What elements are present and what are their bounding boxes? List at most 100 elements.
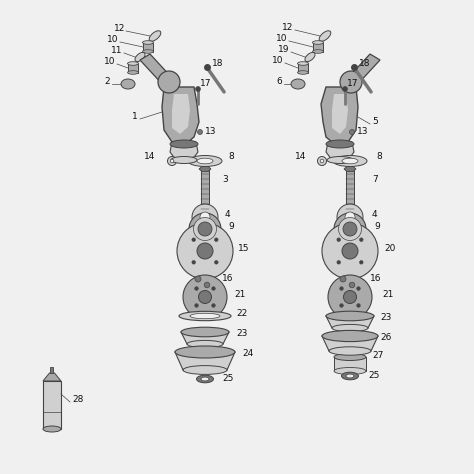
Text: 18: 18 <box>359 59 371 68</box>
Bar <box>298 64 308 73</box>
Circle shape <box>344 291 356 303</box>
Circle shape <box>183 275 227 319</box>
Polygon shape <box>140 54 174 86</box>
Ellipse shape <box>149 31 161 41</box>
Bar <box>128 64 138 73</box>
Circle shape <box>197 243 213 259</box>
Ellipse shape <box>158 71 180 93</box>
Circle shape <box>195 287 198 290</box>
Text: 6: 6 <box>276 77 282 86</box>
Ellipse shape <box>171 156 197 164</box>
Text: 10: 10 <box>275 34 287 43</box>
Ellipse shape <box>322 330 378 342</box>
Text: 4: 4 <box>225 210 231 219</box>
Ellipse shape <box>312 41 323 44</box>
Ellipse shape <box>175 346 235 358</box>
Ellipse shape <box>43 426 61 432</box>
Text: 18: 18 <box>212 59 224 68</box>
Ellipse shape <box>340 71 362 93</box>
Text: 27: 27 <box>372 351 383 360</box>
Text: 22: 22 <box>236 309 247 318</box>
Text: 8: 8 <box>228 152 234 161</box>
Ellipse shape <box>179 311 231 321</box>
Text: 12: 12 <box>282 23 293 32</box>
Text: 21: 21 <box>234 290 246 299</box>
Text: 26: 26 <box>380 333 392 342</box>
Circle shape <box>343 86 347 91</box>
Polygon shape <box>199 166 211 172</box>
Ellipse shape <box>187 340 223 347</box>
Text: 17: 17 <box>200 79 211 88</box>
Ellipse shape <box>319 31 331 41</box>
Ellipse shape <box>128 71 138 74</box>
Ellipse shape <box>305 53 315 62</box>
Circle shape <box>357 304 360 307</box>
Ellipse shape <box>332 324 368 332</box>
Text: 23: 23 <box>380 313 392 322</box>
Ellipse shape <box>188 155 222 166</box>
Circle shape <box>215 238 218 241</box>
Circle shape <box>337 204 363 230</box>
Ellipse shape <box>121 79 135 89</box>
Circle shape <box>318 156 327 165</box>
Text: 24: 24 <box>242 349 253 358</box>
Text: 12: 12 <box>114 24 125 33</box>
Circle shape <box>195 304 198 307</box>
Text: 16: 16 <box>370 274 382 283</box>
Ellipse shape <box>135 53 145 62</box>
Polygon shape <box>346 54 380 86</box>
Bar <box>143 43 153 52</box>
Text: 14: 14 <box>144 152 155 161</box>
Circle shape <box>345 212 355 222</box>
Circle shape <box>212 287 215 290</box>
Circle shape <box>212 304 215 307</box>
Polygon shape <box>43 373 61 381</box>
Polygon shape <box>321 87 358 147</box>
Circle shape <box>195 276 201 282</box>
Text: 10: 10 <box>107 35 118 44</box>
Ellipse shape <box>197 158 213 164</box>
Polygon shape <box>181 332 229 344</box>
Circle shape <box>340 276 346 282</box>
Circle shape <box>349 282 355 288</box>
Ellipse shape <box>170 140 198 148</box>
Circle shape <box>340 287 343 290</box>
Text: 14: 14 <box>295 152 306 161</box>
Text: 5: 5 <box>372 117 378 126</box>
Polygon shape <box>326 142 354 160</box>
Bar <box>313 43 323 52</box>
Ellipse shape <box>291 79 305 89</box>
Ellipse shape <box>183 365 227 374</box>
Circle shape <box>320 159 324 163</box>
Ellipse shape <box>326 140 354 148</box>
Ellipse shape <box>143 50 154 53</box>
Circle shape <box>192 204 218 230</box>
Text: 20: 20 <box>384 244 395 253</box>
Circle shape <box>359 261 363 264</box>
Text: 17: 17 <box>347 79 358 88</box>
Circle shape <box>337 261 340 264</box>
Circle shape <box>193 218 217 240</box>
Text: 10: 10 <box>103 57 115 66</box>
Text: 10: 10 <box>272 56 283 65</box>
Ellipse shape <box>298 71 309 74</box>
Text: 1: 1 <box>132 112 138 121</box>
Ellipse shape <box>298 62 309 65</box>
Ellipse shape <box>334 354 366 361</box>
Text: 16: 16 <box>222 274 234 283</box>
Ellipse shape <box>197 375 213 383</box>
Circle shape <box>204 282 210 288</box>
Text: 28: 28 <box>72 395 83 404</box>
Ellipse shape <box>334 367 366 374</box>
Bar <box>43 381 61 429</box>
Text: 19: 19 <box>277 45 289 54</box>
Circle shape <box>189 213 221 245</box>
Ellipse shape <box>327 156 353 164</box>
Bar <box>201 169 209 209</box>
Circle shape <box>334 213 366 245</box>
Circle shape <box>195 86 201 91</box>
Text: 11: 11 <box>110 46 122 55</box>
Text: 4: 4 <box>372 210 378 219</box>
Ellipse shape <box>312 50 323 53</box>
Text: 8: 8 <box>376 152 382 161</box>
